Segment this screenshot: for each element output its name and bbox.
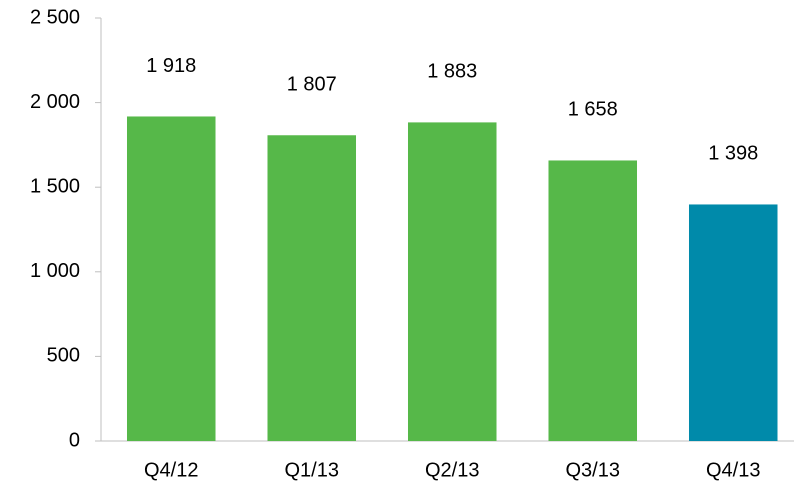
bar xyxy=(688,204,778,441)
y-tick-label: 1 000 xyxy=(30,260,80,282)
y-tick-label: 500 xyxy=(47,345,80,367)
data-label: 1 807 xyxy=(287,74,337,96)
data-label: 1 918 xyxy=(146,55,196,77)
bar xyxy=(407,122,497,442)
y-tick-label: 2 000 xyxy=(30,91,80,113)
data-label: 1 398 xyxy=(708,143,758,165)
y-tick-label: 2 500 xyxy=(30,6,80,28)
y-tick-label: 1 500 xyxy=(30,175,80,197)
x-tick-label: Q1/13 xyxy=(285,459,339,481)
data-label: 1 883 xyxy=(427,61,477,83)
x-tick-label: Q3/13 xyxy=(566,459,620,481)
x-tick-label: Q4/12 xyxy=(144,459,198,481)
x-tick-label: Q2/13 xyxy=(425,459,479,481)
x-tick-label: Q4/13 xyxy=(706,459,760,481)
bar xyxy=(548,160,638,441)
data-label: 1 658 xyxy=(568,99,618,121)
bar xyxy=(126,116,216,442)
y-tick-label: 0 xyxy=(69,429,80,451)
bar xyxy=(267,135,357,441)
